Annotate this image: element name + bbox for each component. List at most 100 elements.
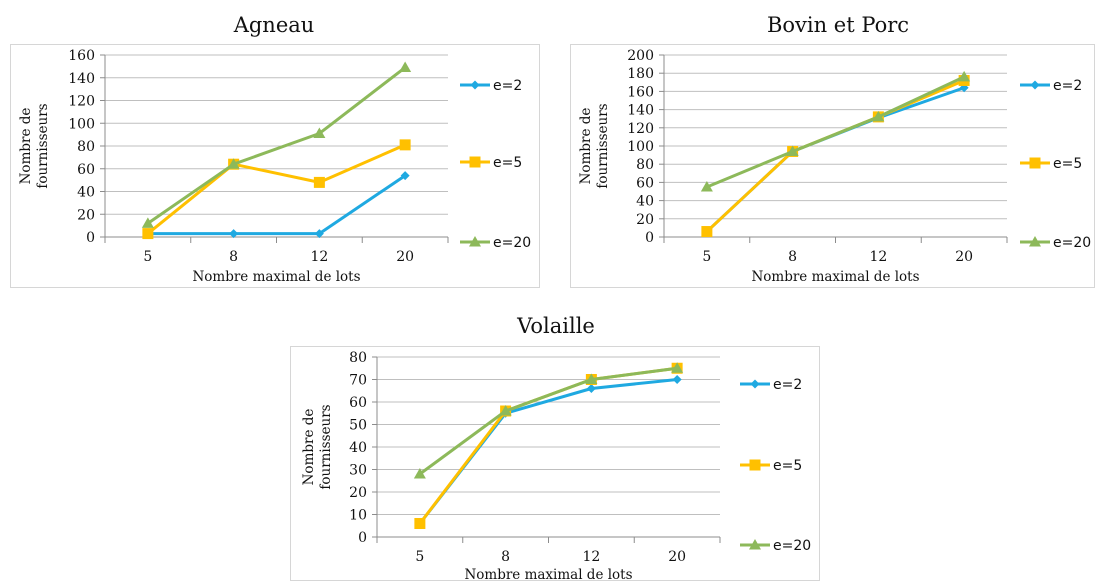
data-point [700,180,713,192]
data-point [586,384,596,393]
y-tick-label: 160 [627,84,654,100]
legend-label: e=2 [1053,78,1082,94]
x-tick-label: 8 [229,249,238,265]
x-tick-label: 12 [869,249,887,265]
y-axis-label-line2: fournisseurs [318,404,334,489]
chart-title: Volaille [516,314,595,338]
data-point [142,228,154,240]
legend-label: e=20 [773,538,811,554]
data-point [786,145,799,156]
legend-marker [1030,80,1040,90]
data-point [314,229,324,239]
data-point [413,468,426,479]
x-axis-label: Nombre maximal de lots [751,269,919,285]
x-tick-label: 20 [668,549,686,565]
chart-1: Agneau 0 20 40 60 80 100 120 140 160 5 8 12 20 Nombre … [10,13,540,288]
legend-label: e=2 [493,78,522,94]
y-tick-label: 120 [68,94,95,110]
x-tick-label: 5 [415,549,424,565]
series-line-e=2 [418,378,678,525]
y-tick-label: 70 [349,373,367,389]
y-tick-label: 20 [77,207,95,223]
data-point [672,375,682,384]
series-line-e=20 [147,66,407,225]
x-tick-label: 20 [396,249,414,265]
series-line-e=5 [705,79,965,233]
data-point [313,176,325,188]
data-point [499,405,512,416]
data-point [701,226,713,238]
data-point [313,127,326,138]
data-point [227,158,240,169]
chart-title: Bovin et Porc [767,13,909,37]
y-tick-label: 140 [627,103,654,119]
y-tick-label: 80 [77,139,95,155]
y-tick-label: 80 [349,350,367,366]
legend-marker [749,459,761,471]
legend-label: e=20 [1053,235,1091,251]
legend-marker [749,539,761,550]
y-tick-label: 40 [349,440,367,456]
legend-marker [470,80,480,90]
legend-label: e=20 [493,235,531,251]
y-tick-label: 40 [77,185,95,201]
chart-frame [10,44,540,288]
chart-2: Bovin et Porc 0 20 40 60 80 100 120 140 160 180 200… [570,13,1095,288]
chart-3: Volaille 0 10 20 30 40 50 60 70 80 5 8 12 20 Nombre ma… [290,314,820,581]
series-line-e=5 [146,143,406,235]
y-tick-label: 140 [68,71,95,87]
x-tick-label: 5 [143,249,152,265]
series-line-e=20 [706,75,965,189]
y-tick-label: 50 [349,418,367,434]
y-axis-label-line1: Nombre de [18,108,34,185]
x-tick-label: 12 [310,249,328,265]
legend-marker [469,236,481,247]
y-tick-label: 10 [349,508,367,524]
y-tick-label: 180 [627,66,654,82]
y-axis-label-line2: fournisseurs [595,103,611,188]
x-tick-label: 8 [501,549,510,565]
legend-marker [469,156,481,168]
x-axis-label: Nombre maximal de lots [192,269,360,285]
y-tick-label: 60 [636,175,654,191]
y-tick-label: 100 [68,116,95,132]
y-tick-label: 20 [349,485,367,501]
y-tick-label: 40 [636,194,654,210]
data-point [400,171,410,181]
data-point [872,110,885,122]
data-point [958,70,971,82]
y-tick-label: 80 [636,157,654,173]
x-tick-label: 8 [788,249,797,265]
data-point [585,373,598,384]
series-line-e=2 [147,174,406,236]
y-tick-label: 60 [349,395,367,411]
legend-marker [1029,157,1041,169]
legend-label: e=5 [773,458,802,474]
data-point [399,139,411,151]
y-tick-label: 120 [627,121,654,137]
legend-label: e=5 [493,155,522,171]
y-tick-label: 60 [77,162,95,178]
legend-label: e=2 [773,377,802,393]
x-axis-label: Nombre maximal de lots [464,567,632,581]
y-axis-label-line1: Nombre de [578,108,594,185]
legend-label: e=5 [1053,156,1082,172]
data-point [141,217,154,228]
series-line-e=20 [418,366,678,476]
legend-marker [750,379,760,389]
y-axis-label-line1: Nombre de [301,409,317,486]
legend-marker [1029,236,1041,247]
chart-title: Agneau [233,13,315,37]
y-axis-label-line2: fournisseurs [35,103,51,188]
data-point [414,518,426,529]
y-tick-label: 0 [645,230,654,246]
y-tick-label: 160 [68,48,95,64]
x-tick-label: 20 [955,249,973,265]
data-point [671,362,684,373]
y-tick-label: 0 [86,230,95,246]
data-point [399,61,412,73]
y-tick-label: 100 [627,139,654,155]
data-point [229,229,239,239]
y-tick-label: 200 [627,48,654,64]
